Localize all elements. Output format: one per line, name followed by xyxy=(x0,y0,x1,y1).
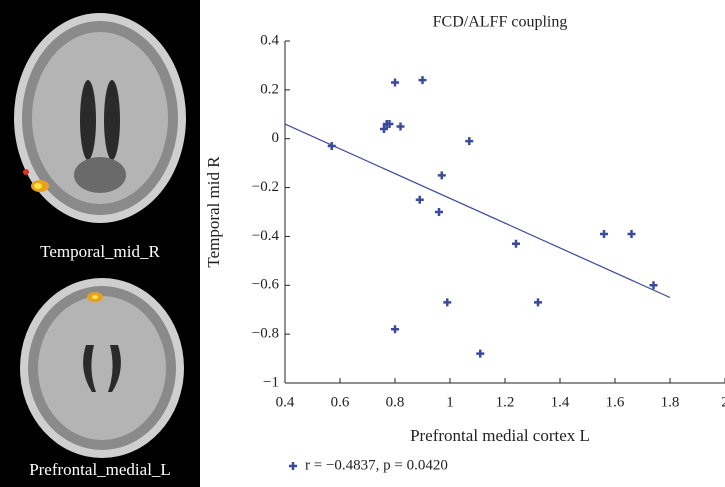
scatter-point xyxy=(600,230,608,238)
brain-image-top xyxy=(14,13,186,223)
scatter-point xyxy=(443,298,451,306)
x-tick-label: 0.8 xyxy=(386,394,405,410)
brain-image-bottom xyxy=(20,278,184,458)
x-tick-label: 1.6 xyxy=(606,394,625,410)
y-tick-label: −1 xyxy=(263,374,279,390)
scatter-point xyxy=(476,350,484,358)
y-tick-label: −0.8 xyxy=(252,326,279,342)
y-tick-label: −0.4 xyxy=(252,228,280,244)
x-tick-label: 1 xyxy=(446,394,454,410)
scatter-point xyxy=(650,281,658,289)
x-tick-label: 1.8 xyxy=(661,394,680,410)
chart-title: FCD/ALFF coupling xyxy=(433,14,568,31)
y-tick-label: −0.2 xyxy=(252,179,279,195)
x-tick-label: 0.6 xyxy=(331,394,350,410)
scatter-point xyxy=(628,230,636,238)
x-tick-label: 1.2 xyxy=(496,394,515,410)
figure: Temporal_mid_R Prefrontal_medial_L FCD/A… xyxy=(0,0,725,487)
scatter-point xyxy=(416,196,424,204)
scatter-point xyxy=(435,208,443,216)
x-tick-label: 2 xyxy=(721,394,725,410)
scatter-point xyxy=(391,79,399,87)
x-axis-label: Prefrontal medial cortex L xyxy=(410,426,590,445)
legend-marker xyxy=(289,462,297,470)
scatter-point xyxy=(438,171,446,179)
scatter-point xyxy=(419,76,427,84)
scatter-point xyxy=(391,325,399,333)
y-axis-label: Temporal mid R xyxy=(204,156,223,268)
y-tick-label: 0.2 xyxy=(260,81,279,97)
scatter-point xyxy=(465,137,473,145)
brain-label: Temporal_mid_R xyxy=(40,242,160,261)
legend-label: r = −0.4837, p = 0.0420 xyxy=(305,457,448,473)
brain-label: Prefrontal_medial_L xyxy=(29,460,171,479)
scatter-point xyxy=(512,240,520,248)
x-tick-label: 0.4 xyxy=(276,394,295,410)
y-tick-label: 0.4 xyxy=(260,32,279,48)
scatter-point xyxy=(397,123,405,131)
y-tick-label: 0 xyxy=(272,130,280,146)
y-tick-label: −0.6 xyxy=(252,277,280,293)
x-tick-label: 1.4 xyxy=(551,394,570,410)
fit-line xyxy=(285,124,670,297)
scatter-point xyxy=(534,298,542,306)
